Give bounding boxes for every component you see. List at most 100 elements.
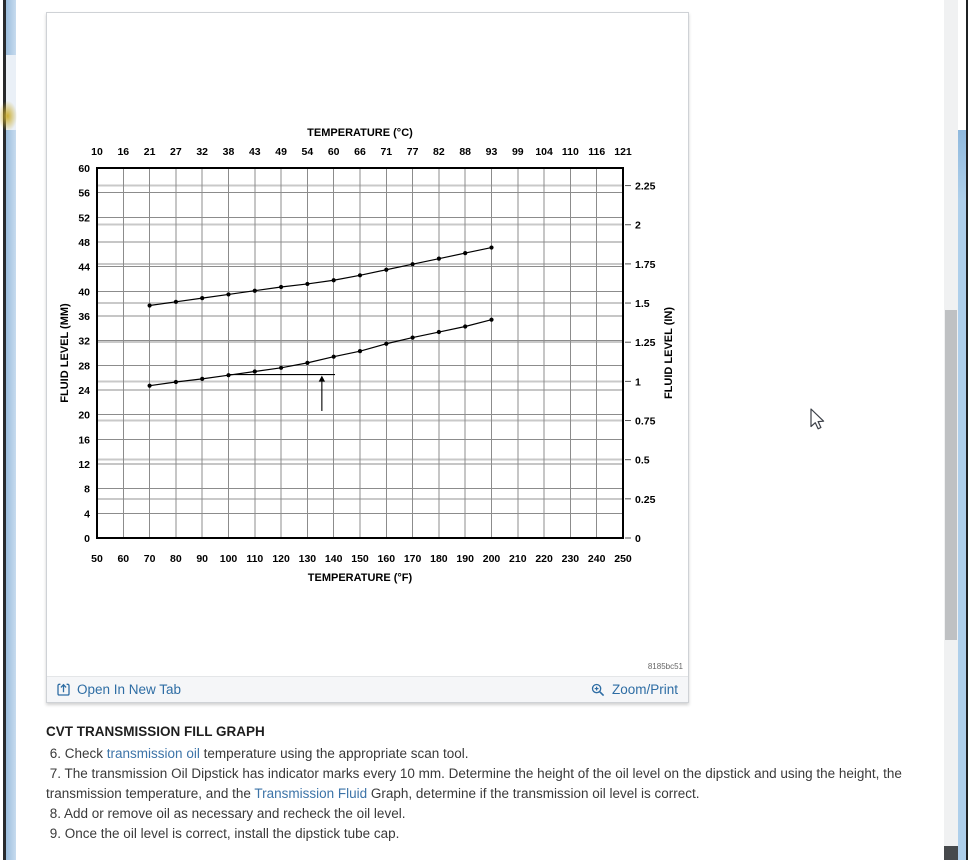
svg-text:28: 28 <box>78 360 90 372</box>
svg-text:180: 180 <box>430 553 448 565</box>
svg-text:170: 170 <box>404 553 422 565</box>
svg-text:66: 66 <box>354 146 366 158</box>
instruction-step: 6. Check transmission oil temperature us… <box>46 746 469 761</box>
svg-text:0.5: 0.5 <box>635 455 650 467</box>
svg-text:240: 240 <box>588 553 606 565</box>
scrollbar-thumb[interactable] <box>945 310 957 640</box>
svg-text:4: 4 <box>84 508 90 520</box>
svg-text:60: 60 <box>117 553 129 565</box>
svg-text:220: 220 <box>535 553 553 565</box>
svg-text:21: 21 <box>144 146 156 158</box>
svg-text:99: 99 <box>512 146 524 158</box>
instruction-step: 8. Add or remove oil as necessary and re… <box>46 806 406 821</box>
section-heading: CVT TRANSMISSION FILL GRAPH <box>46 724 265 739</box>
svg-text:32: 32 <box>196 146 208 158</box>
svg-text:10: 10 <box>91 146 103 158</box>
svg-text:38: 38 <box>223 146 235 158</box>
svg-text:0: 0 <box>84 533 90 545</box>
graph-panel-footer: Open In New Tab Zoom/Print <box>47 676 688 702</box>
svg-text:8: 8 <box>84 484 90 496</box>
window-edge-yellow-glare <box>0 101 17 131</box>
svg-text:16: 16 <box>117 146 129 158</box>
svg-text:12: 12 <box>78 459 90 471</box>
mouse-cursor <box>810 408 825 430</box>
svg-text:1.5: 1.5 <box>635 298 650 310</box>
svg-text:82: 82 <box>433 146 445 158</box>
svg-text:210: 210 <box>509 553 527 565</box>
svg-text:110: 110 <box>246 553 263 565</box>
svg-text:80: 80 <box>170 553 182 565</box>
svg-text:20: 20 <box>78 410 90 422</box>
zoom-print-button[interactable]: Zoom/Print <box>591 682 678 697</box>
window-edge-right-blue <box>958 130 966 860</box>
svg-text:44: 44 <box>78 262 90 274</box>
window-edge-right-dark <box>966 0 968 860</box>
figure-id: 8185bc51 <box>647 662 683 671</box>
svg-text:93: 93 <box>486 146 498 158</box>
window-edge-left-blue <box>6 0 16 860</box>
svg-text:56: 56 <box>78 188 90 200</box>
svg-text:88: 88 <box>459 146 471 158</box>
svg-text:130: 130 <box>299 553 317 565</box>
svg-text:36: 36 <box>78 311 90 323</box>
svg-text:TEMPERATURE (°F): TEMPERATURE (°F) <box>308 572 413 584</box>
svg-text:TEMPERATURE (°C): TEMPERATURE (°C) <box>307 127 413 139</box>
inline-link[interactable]: transmission oil <box>106 746 200 761</box>
svg-text:60: 60 <box>78 163 90 175</box>
svg-text:100: 100 <box>220 553 238 565</box>
zoom-icon <box>591 683 605 696</box>
svg-text:71: 71 <box>380 146 392 158</box>
window-edge-left-light <box>6 55 16 130</box>
svg-text:50: 50 <box>91 553 103 565</box>
svg-text:0.75: 0.75 <box>635 416 656 428</box>
svg-text:1.75: 1.75 <box>635 259 656 271</box>
scrollbar-corner <box>944 846 958 860</box>
open-in-new-tab-button[interactable]: Open In New Tab <box>57 682 181 697</box>
svg-text:90: 90 <box>196 553 208 565</box>
window-edge-right-white <box>958 0 966 130</box>
instructions-section: CVT TRANSMISSION FILL GRAPH 6. Check tra… <box>46 722 926 844</box>
svg-text:43: 43 <box>249 146 261 158</box>
svg-text:116: 116 <box>588 146 605 158</box>
svg-text:49: 49 <box>275 146 287 158</box>
svg-text:48: 48 <box>78 237 90 249</box>
svg-text:77: 77 <box>407 146 419 158</box>
svg-text:150: 150 <box>351 553 369 565</box>
svg-text:2: 2 <box>635 220 641 232</box>
svg-text:27: 27 <box>170 146 182 158</box>
cvt-fill-graph-chart: 10 16 21 27 32 38 43 49 54 60 66 71 77 82 88 93 99 104 110… <box>59 127 675 584</box>
steps-list: 6. Check transmission oil temperature us… <box>46 744 926 844</box>
instruction-step: 9. Once the oil level is correct, instal… <box>46 826 400 841</box>
svg-text:32: 32 <box>78 336 90 348</box>
svg-text:200: 200 <box>483 553 501 565</box>
svg-text:24: 24 <box>78 385 90 397</box>
svg-text:250: 250 <box>614 553 632 565</box>
svg-text:2.25: 2.25 <box>635 181 656 193</box>
svg-text:1.25: 1.25 <box>635 337 656 349</box>
svg-text:60: 60 <box>328 146 340 158</box>
svg-text:120: 120 <box>272 553 290 565</box>
svg-text:52: 52 <box>78 212 90 224</box>
svg-text:FLUID LEVEL (MM): FLUID LEVEL (MM) <box>59 303 71 403</box>
svg-text:16: 16 <box>78 434 90 446</box>
instruction-step: 7. The transmission Oil Dipstick has ind… <box>46 766 906 801</box>
svg-text:FLUID LEVEL (IN): FLUID LEVEL (IN) <box>663 307 675 399</box>
svg-text:40: 40 <box>78 286 90 298</box>
svg-text:140: 140 <box>325 553 343 565</box>
svg-text:110: 110 <box>562 146 579 158</box>
graph-panel: 10 16 21 27 32 38 43 49 54 60 66 71 77 82 88 93 99 104 110… <box>46 12 689 703</box>
zoom-print-label: Zoom/Print <box>611 682 678 697</box>
svg-text:1: 1 <box>635 376 641 388</box>
inline-link[interactable]: Transmission Fluid <box>254 786 368 801</box>
svg-text:104: 104 <box>535 146 553 158</box>
open-in-new-tab-icon <box>57 683 70 696</box>
open-in-new-tab-label: Open In New Tab <box>77 682 182 697</box>
window-edge-left-dark <box>3 0 6 860</box>
svg-text:54: 54 <box>302 146 314 158</box>
svg-text:0.25: 0.25 <box>635 494 656 506</box>
svg-text:160: 160 <box>378 553 396 565</box>
svg-text:230: 230 <box>562 553 580 565</box>
svg-text:121: 121 <box>614 146 632 158</box>
svg-text:0: 0 <box>635 533 641 545</box>
svg-text:70: 70 <box>144 553 156 565</box>
